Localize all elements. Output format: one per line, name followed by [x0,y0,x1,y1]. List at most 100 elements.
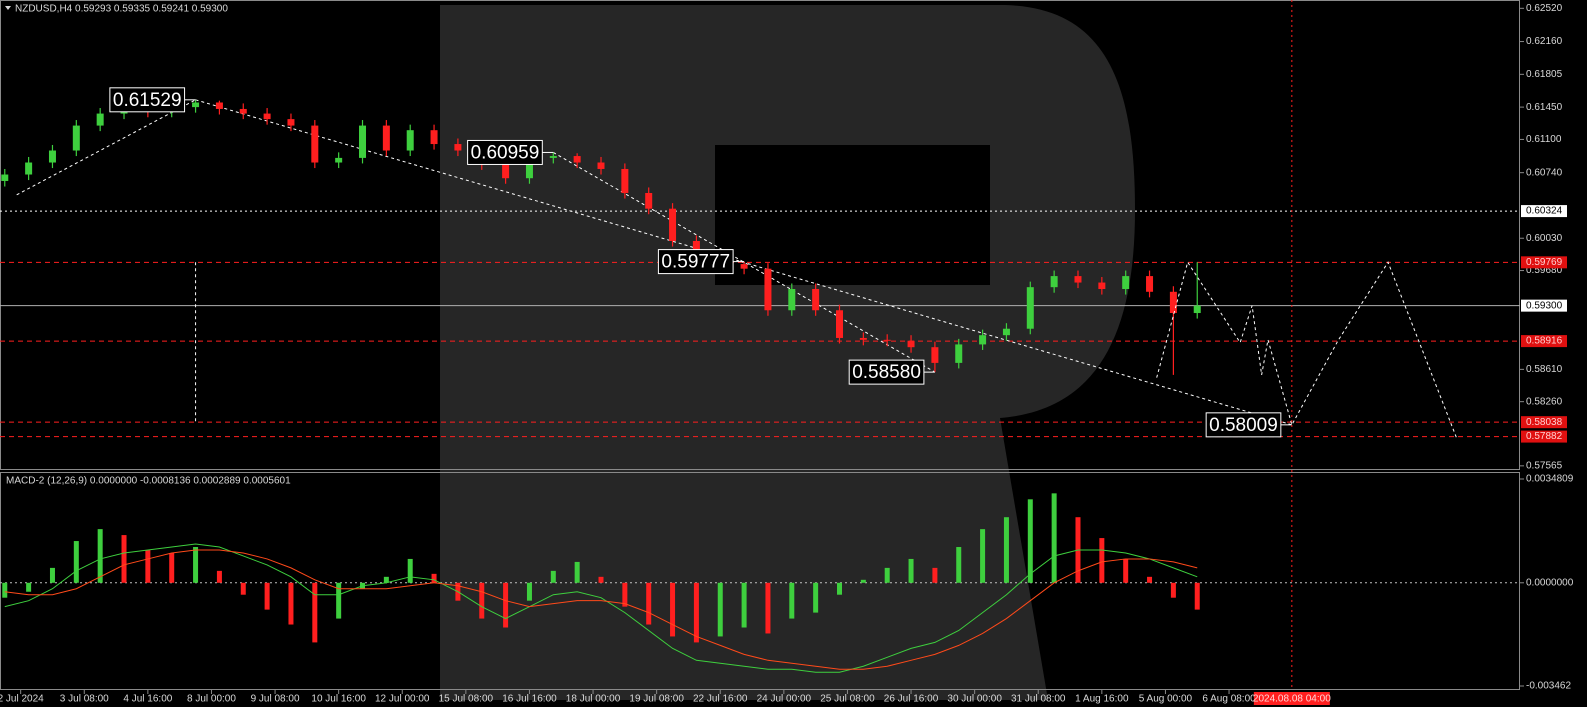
macd-bar [383,576,389,583]
macd-header: MACD-2 (12,26,9) 0.0000000 -0.0008136 0.… [6,476,291,487]
macd-bar [526,582,532,601]
candle-body [215,102,223,109]
x-tick-label: 16 Jul 16:00 [502,694,557,705]
annotation-label: 0.58009 [1209,415,1278,436]
x-tick-label: 8 Jul 00:00 [187,694,236,705]
macd-bar [121,535,127,583]
y-tick-label: 0.59680 [1526,265,1563,276]
candle-body [1026,287,1034,329]
annotation-box [109,87,186,113]
macd-line [4,549,1198,670]
macd-bar [1003,517,1009,583]
candle-body [979,335,987,345]
macd-bar [956,547,962,583]
x-tick-label: 6 Aug 08:00 [1202,694,1256,705]
cursor-label: 2024.08.08 04:00 [1253,694,1331,705]
cursor-label-box [1253,692,1330,705]
x-tick-label: 26 Jul 16:00 [884,694,939,705]
macd-bar [193,547,199,583]
price-level-box [1521,299,1567,312]
macd-bar [288,582,294,625]
macd-bar [1027,499,1033,583]
x-tick-label: 5 Aug 00:00 [1139,694,1193,705]
y-tick-label: 0.58260 [1526,396,1563,407]
macd-bar [216,570,222,583]
annotation-box [1205,412,1282,438]
macd-bar [97,529,103,583]
candle-body [263,113,271,120]
macd-bar [550,570,556,583]
y-tick-label: 0.60740 [1526,167,1563,178]
macd-bar [1099,538,1105,583]
macd-bar [670,582,676,637]
macd-bar [145,549,151,583]
y-tick-label: 0.60030 [1526,233,1563,244]
price-level-box [1521,256,1567,269]
y-tick-label: 0.57565 [1526,460,1563,471]
x-tick-label: 25 Jul 08:00 [820,694,875,705]
price-level-box [1521,430,1567,443]
candle-body [788,289,796,311]
macd-bar [1123,558,1129,583]
candle-body [311,125,319,163]
macd-bar [1194,582,1200,610]
macd-bar [312,582,318,643]
macd-bar [813,582,819,613]
candle-body [382,125,390,151]
annotation-box [848,359,925,385]
price-level-box [1521,416,1567,429]
price-level-label: 0.58038 [1526,417,1563,428]
macd-bar [2,582,8,598]
y-tick-label: 0.62160 [1526,36,1563,47]
annotation-label: 0.59777 [661,252,730,273]
main-frame [0,0,1520,470]
candle-body [1050,276,1058,288]
candle-body [1146,276,1154,292]
macd-bar [1051,493,1057,583]
x-tick-label: 19 Jul 08:00 [629,694,684,705]
macd-bar [503,582,509,628]
macd-bar [26,582,32,592]
trend-line [16,99,196,196]
macd-bar [407,558,413,583]
symbol-header: NZDUSD,H4 0.59293 0.59335 0.59241 0.5930… [15,4,228,15]
annotation-box [467,139,543,165]
candle-body [454,144,462,151]
watermark-logo [440,5,1135,700]
macd-bar [646,582,652,625]
y-tick-label: 0.61805 [1526,69,1563,80]
y-tick-label: -0.003462 [1526,681,1571,692]
candle-body [764,268,772,311]
x-tick-label: 2 Jul 2024 [0,694,44,705]
candle-body [669,208,677,242]
macd-bar [717,582,723,637]
x-tick-label: 12 Jul 00:00 [375,694,430,705]
candle-body [25,162,33,175]
candle-body [931,347,939,363]
macd-bar [169,552,175,583]
macd-bar [479,582,485,619]
x-tick-label: 10 Jul 16:00 [311,694,366,705]
candle-body [287,119,295,126]
x-tick-label: 31 Jul 08:00 [1011,694,1066,705]
candle-body [692,241,700,255]
collapse-icon [5,6,11,10]
y-tick-label: 0.61100 [1526,134,1562,145]
x-tick-label: 9 Jul 08:00 [251,694,300,705]
y-tick-label: 0.0034809 [1526,474,1574,485]
candle-body [835,310,843,338]
price-level-label: 0.58916 [1526,336,1563,347]
macd-bar [73,541,79,583]
candle-body [621,168,629,193]
candle-body [96,113,104,126]
candle-body [502,164,510,179]
candle-body [48,150,56,163]
candle-body [549,156,557,158]
x-tick-label: 30 Jul 00:00 [947,694,1002,705]
x-tick-label: 1 Aug 16:00 [1075,694,1129,705]
candle-body [192,102,200,108]
candle-body [812,289,820,311]
